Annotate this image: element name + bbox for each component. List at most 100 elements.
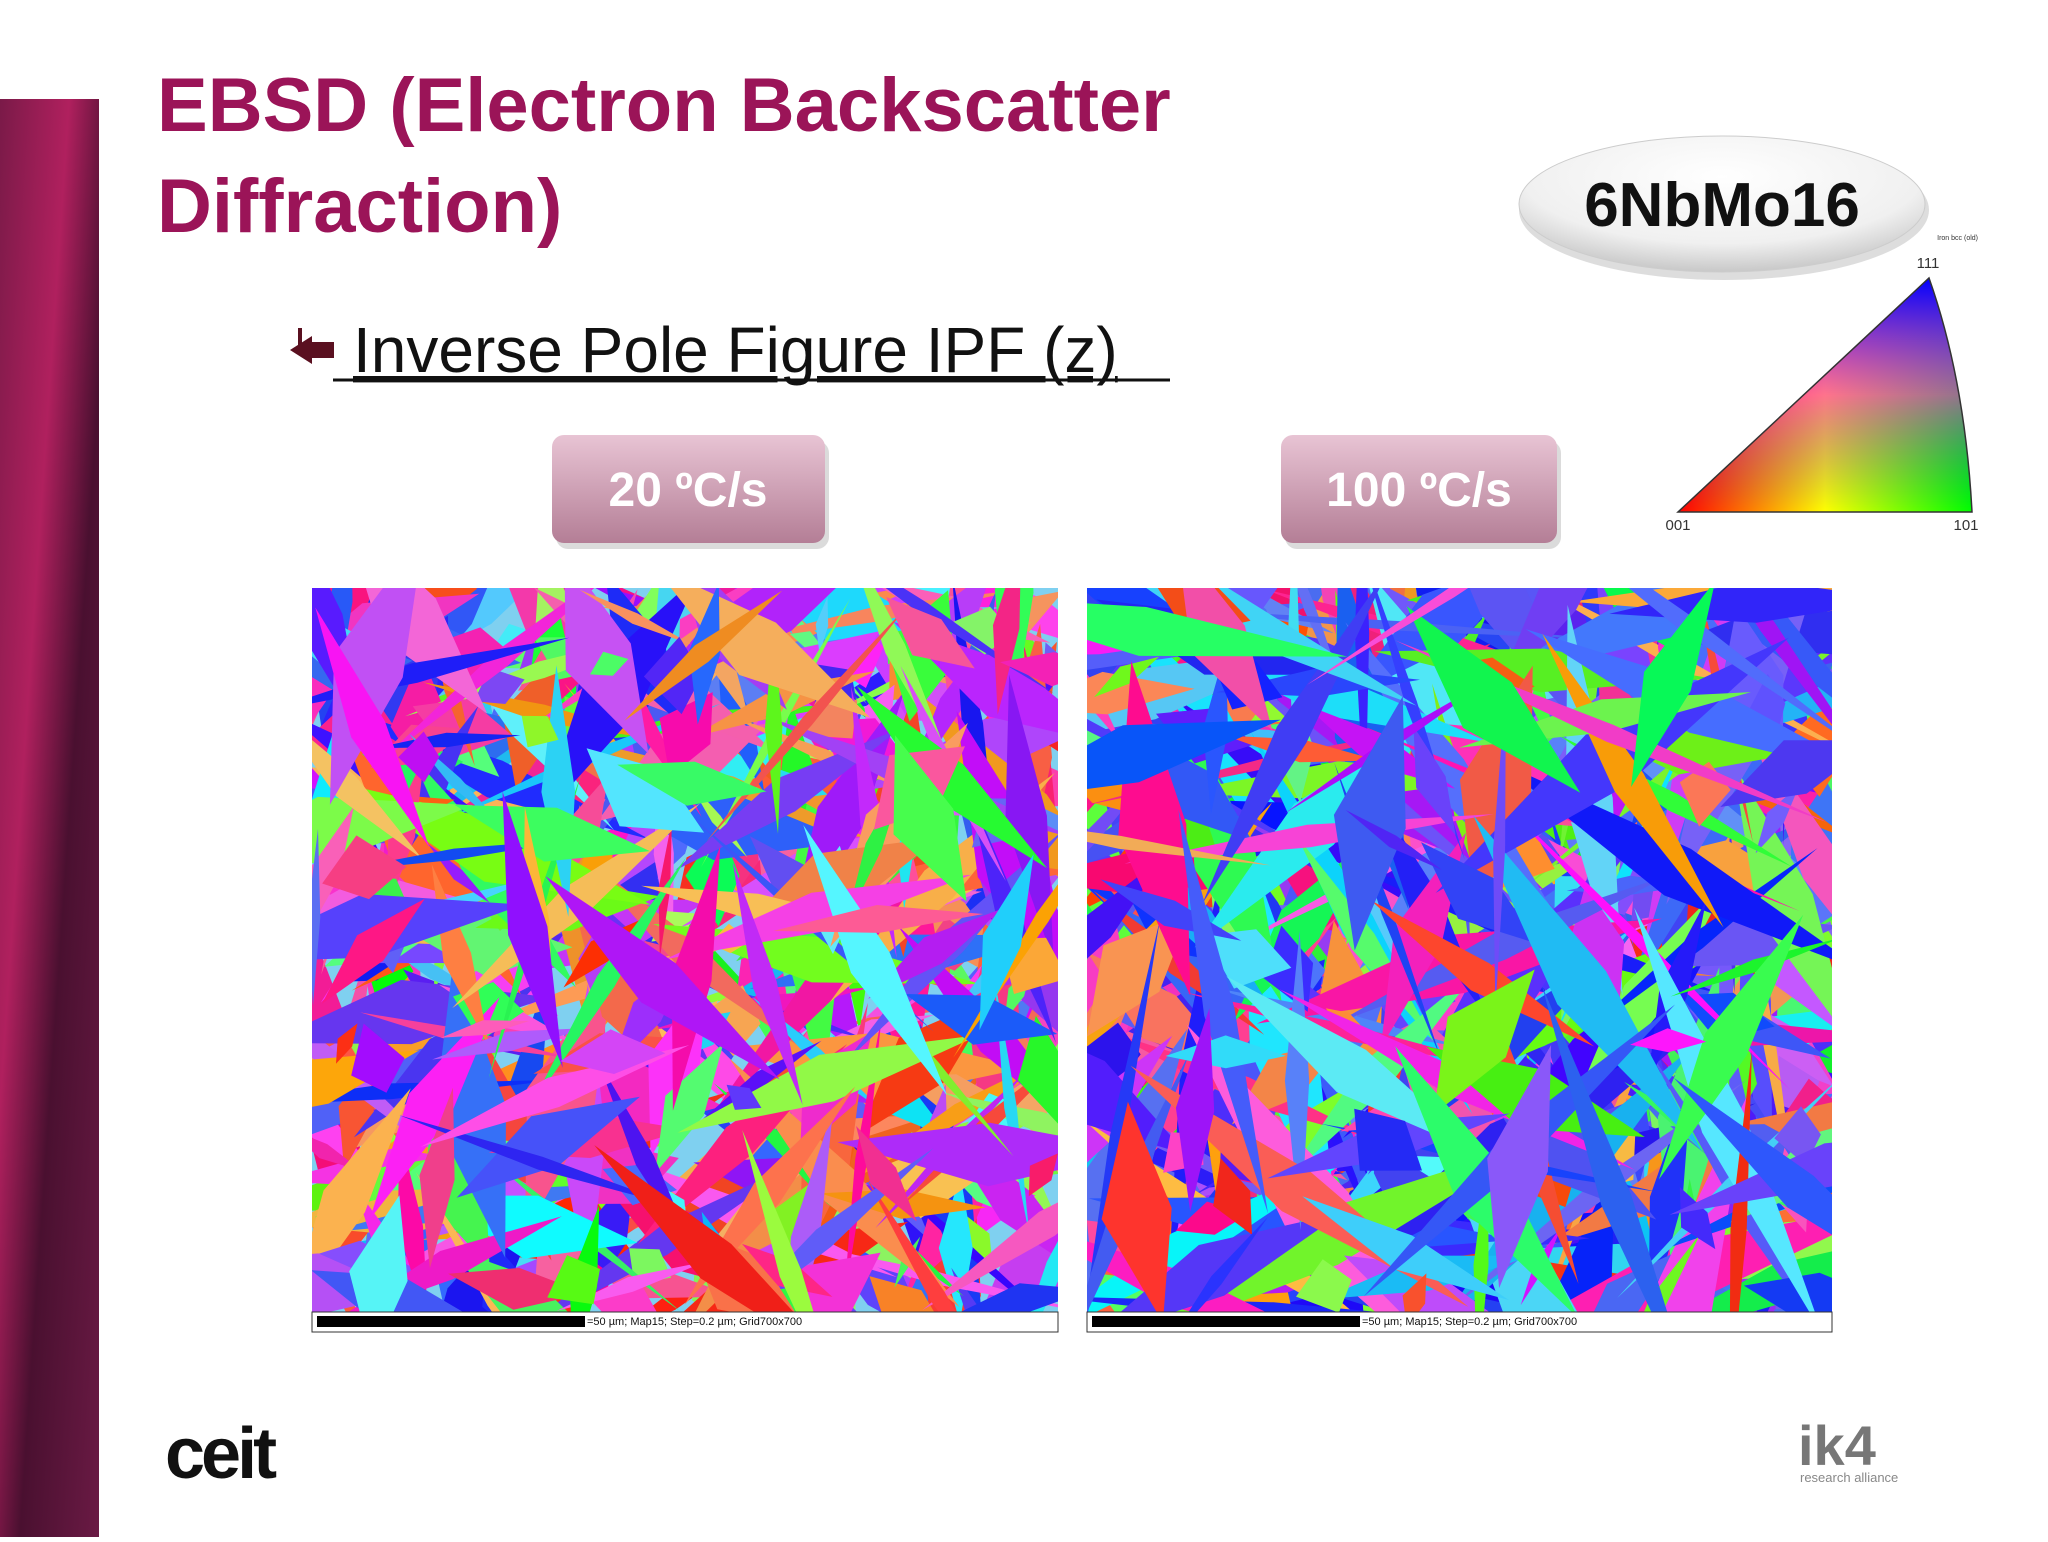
grain (1204, 929, 1292, 989)
logo-right: ik4 (1798, 1414, 1876, 1477)
grain (545, 876, 780, 1080)
grain (1284, 931, 1310, 1231)
grain (815, 596, 829, 654)
grain (329, 588, 416, 805)
grain (1628, 588, 1832, 731)
grain (398, 731, 440, 783)
button: 100 ºC/s (1281, 435, 1561, 549)
grain (655, 1043, 724, 1174)
grain (1094, 656, 1159, 698)
grain (530, 857, 686, 1108)
map-caption: =50 µm; Map15; Step=0.2 µm; Grid700x700 (587, 1316, 802, 1328)
grain (1178, 809, 1268, 1214)
grain (856, 1126, 917, 1222)
logo-right-sub: research alliance (1800, 1470, 1898, 1485)
grain (456, 1096, 640, 1198)
grain (336, 1023, 358, 1064)
grain (1087, 831, 1271, 866)
grain (675, 728, 901, 871)
title: EBSD (Electron Backscatter (157, 63, 1171, 148)
grain (588, 1281, 657, 1312)
grain (399, 1115, 683, 1208)
grain (1307, 588, 1469, 685)
grain (1659, 914, 1804, 1180)
map-caption: =50 µm; Map15; Step=0.2 µm; Grid700x700 (1362, 1316, 1577, 1328)
grain (312, 806, 354, 926)
grain (670, 588, 871, 718)
grain (866, 1177, 956, 1312)
grain (374, 732, 521, 749)
grain (1345, 810, 1442, 870)
grain (1354, 1108, 1422, 1171)
grain (1732, 763, 1832, 1017)
grain (560, 1029, 666, 1074)
grain (856, 686, 1048, 869)
grain (960, 1283, 1058, 1312)
grain (1729, 1050, 1752, 1312)
grain (432, 1028, 587, 1060)
legend-corner: 101 (1953, 517, 1978, 534)
grain (664, 874, 972, 960)
grain (454, 804, 650, 862)
grain (886, 597, 975, 669)
grain (448, 1267, 587, 1310)
grain (1580, 848, 1818, 1038)
grain (1630, 1028, 1707, 1053)
grain (1542, 985, 1668, 1312)
grain (732, 862, 803, 1106)
grain (1175, 1008, 1215, 1212)
grain (1087, 912, 1190, 1037)
grain (590, 651, 629, 676)
grain (956, 711, 1058, 980)
grain (1188, 1217, 1268, 1312)
grain (1370, 900, 1595, 1047)
grain (1487, 1044, 1552, 1289)
grain (869, 1276, 935, 1312)
grain (1593, 1251, 1677, 1312)
grain (502, 791, 563, 1068)
grain (1679, 1187, 1716, 1250)
grain (1017, 1015, 1058, 1124)
grain (837, 1122, 1058, 1187)
grain (312, 1088, 411, 1287)
grain (979, 854, 1034, 1030)
grain (742, 1130, 814, 1312)
grain (1226, 976, 1484, 1156)
grain (868, 908, 1003, 999)
grain (1028, 1153, 1058, 1197)
grain (1433, 969, 1535, 1115)
grain (1673, 1077, 1832, 1235)
grain (1421, 842, 1540, 945)
grain (1413, 726, 1456, 836)
grain (379, 588, 595, 763)
ipf-legend: Iron bcc (old) 111 001 101 (1665, 235, 1978, 534)
grain (1631, 588, 1714, 787)
title: Diffraction) (157, 164, 562, 249)
grain (1406, 606, 1581, 793)
grain (1334, 875, 1669, 1024)
grain (922, 1202, 1058, 1311)
grain (1087, 719, 1281, 789)
grain (1402, 1273, 1427, 1312)
grain (315, 607, 430, 848)
grain (1670, 940, 1832, 997)
scale-bar: =50 µm; Map15; Step=0.2 µm; Grid700x700 (1086, 1311, 1833, 1333)
button: 20 ºC/s (552, 435, 829, 549)
grain (773, 905, 984, 933)
grain (1005, 674, 1054, 962)
grain (993, 588, 1021, 715)
grain (1634, 907, 1815, 1312)
legend-corner: 111 (1917, 255, 1940, 272)
bullet-text: Inverse Pole Figure IPF (z) (353, 314, 1118, 386)
grain (1755, 785, 1800, 854)
button-label: 100 ºC/s (1326, 464, 1512, 517)
grain (671, 845, 721, 1111)
legend-corner: 001 (1665, 517, 1690, 534)
grain (1302, 1196, 1509, 1300)
grain (1101, 1101, 1172, 1312)
grain (843, 1015, 882, 1305)
grain (547, 1255, 600, 1305)
grain (706, 602, 911, 842)
badge (1518, 135, 1926, 273)
